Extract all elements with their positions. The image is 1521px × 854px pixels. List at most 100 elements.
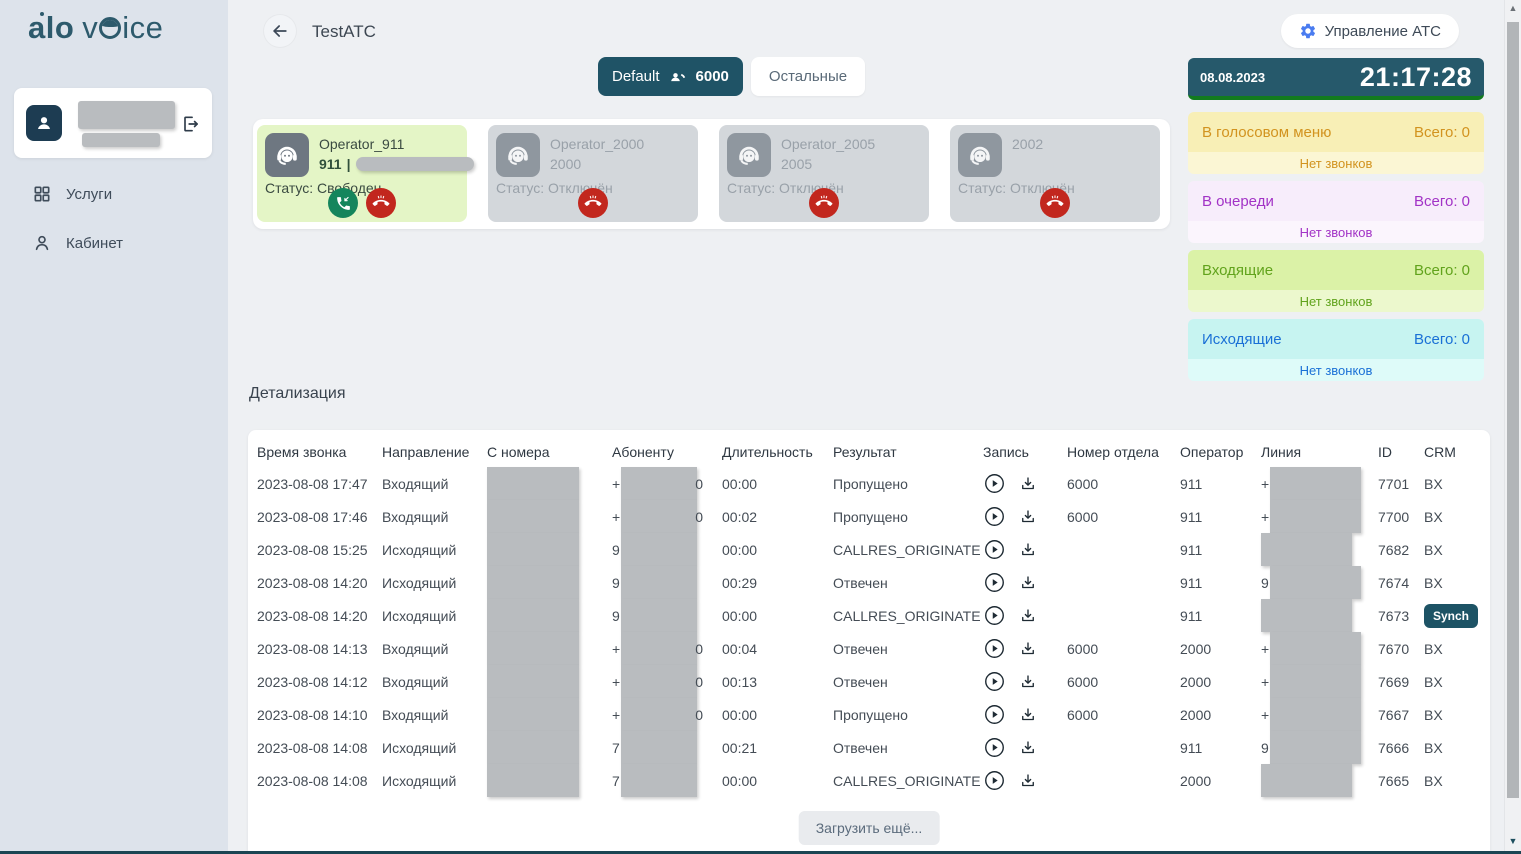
section-incoming: Входящие Всего: 0 Нет звонков (1188, 250, 1484, 312)
operator-card-911[interactable]: Operator_911 911 | Статус: Свободен (257, 125, 474, 222)
table-row: 2023-08-08 17:47 Входящий +0 00:00 Пропу… (257, 467, 1490, 500)
redacted-number (621, 665, 698, 698)
table-row: 2023-08-08 14:08 Исходящий 7 00:00 CALLR… (257, 764, 1490, 797)
download-record-button[interactable] (1017, 572, 1039, 594)
current-time: 21:17:28 (1359, 61, 1472, 92)
hangup-button[interactable] (1040, 188, 1070, 218)
download-record-button[interactable] (1017, 506, 1039, 528)
tab-default-number: 6000 (695, 68, 729, 85)
tab-others[interactable]: Остальные (750, 57, 866, 96)
queue-tabs: Default 6000 Остальные (598, 57, 866, 96)
play-record-button[interactable] (983, 638, 1005, 660)
operator-card-2005[interactable]: Operator_2005 2005 Статус: Отключён (719, 125, 929, 222)
redacted-number (487, 467, 579, 500)
download-record-button[interactable] (1017, 770, 1039, 792)
sidebar-item-label: Кабинет (66, 234, 124, 252)
section-empty: Нет звонков (1188, 152, 1484, 174)
section-empty: Нет звонков (1188, 290, 1484, 312)
redacted-number (1261, 533, 1352, 566)
synch-button[interactable]: Synch (1424, 603, 1479, 628)
operator-card-2000[interactable]: Operator_2000 2000 Статус: Отключён (488, 125, 698, 222)
redacted-number (620, 566, 697, 599)
section-total: Всего: 0 (1413, 192, 1470, 210)
download-record-button[interactable] (1017, 671, 1039, 693)
hangup-button[interactable] (809, 188, 839, 218)
redacted-number (1261, 599, 1352, 632)
redacted-number (621, 698, 698, 731)
gear-icon (1300, 23, 1315, 39)
main-content: TestATC Управление АТС Default 6000 Оста… (228, 0, 1504, 854)
sidebar-item-cabinet[interactable]: Кабинет (0, 226, 228, 260)
hangup-button[interactable] (578, 188, 608, 218)
operator-card-2002[interactable]: 2002 Статус: Отключён (950, 125, 1160, 222)
crm-label: BX (1424, 640, 1443, 657)
crm-label: BX (1424, 475, 1443, 492)
page-title: TestATC (312, 22, 376, 41)
operator-name: Operator_911 (319, 136, 405, 152)
manage-atc-label: Управление АТС (1324, 22, 1441, 40)
redacted-number (487, 599, 579, 632)
scroll-down-icon[interactable]: ▼ (1508, 836, 1518, 846)
redacted-number (1269, 566, 1361, 599)
headset-avatar-icon (958, 133, 1002, 177)
hangup-button[interactable] (366, 188, 396, 218)
operator-number: 2000 (550, 156, 582, 172)
play-record-button[interactable] (983, 737, 1005, 759)
tab-default[interactable]: Default 6000 (598, 57, 743, 96)
grid-icon (34, 186, 50, 202)
play-record-button[interactable] (983, 671, 1005, 693)
play-record-button[interactable] (983, 770, 1005, 792)
incoming-call-button[interactable] (328, 188, 358, 218)
redacted-number (621, 632, 698, 665)
download-record-button[interactable] (1017, 704, 1039, 726)
redacted-number (620, 533, 697, 566)
section-total: Всего: 0 (1413, 123, 1470, 141)
scroll-up-icon[interactable]: ▲ (1508, 3, 1518, 13)
alo-voice-logo: alo v ice (28, 10, 163, 46)
load-more-button[interactable]: Загрузить ещё... (798, 811, 940, 845)
scrollbar-thumb[interactable] (1507, 22, 1519, 798)
redacted-number (621, 500, 698, 533)
crm-label: BX (1424, 574, 1443, 591)
download-record-button[interactable] (1017, 539, 1039, 561)
download-record-button[interactable] (1017, 605, 1039, 627)
details-title: Детализация (249, 385, 346, 402)
play-record-button[interactable] (983, 605, 1005, 627)
window-bottom-edge (0, 851, 1521, 854)
contact-phone-icon (670, 72, 685, 81)
section-title: В голосовом меню (1202, 123, 1332, 141)
details-table: Время звонка Направление С номера Абонен… (248, 430, 1490, 854)
sidebar-item-services[interactable]: Услуги (0, 177, 228, 211)
vertical-scrollbar[interactable]: ▲ ▼ (1504, 0, 1521, 854)
crm-label: BX (1424, 772, 1443, 789)
play-record-button[interactable] (983, 539, 1005, 561)
redacted-number (620, 764, 697, 797)
sidebar: alo v ice Услуги Кабинет (0, 0, 228, 854)
table-row: 2023-08-08 14:20 Исходящий 9 00:29 Отвеч… (257, 566, 1490, 599)
redacted-user-subtitle (82, 133, 160, 147)
redacted-number (1261, 764, 1352, 797)
manage-atc-button[interactable]: Управление АТС (1280, 14, 1459, 48)
user-avatar (26, 105, 62, 141)
back-button[interactable] (264, 15, 296, 47)
user-card[interactable] (14, 88, 212, 158)
logo-text-alo: alo (28, 10, 75, 45)
person-badge-icon (38, 117, 50, 129)
logout-icon[interactable] (180, 114, 200, 134)
download-record-button[interactable] (1017, 473, 1039, 495)
download-record-button[interactable] (1017, 638, 1039, 660)
redacted-number (1270, 632, 1362, 665)
redacted-number (487, 731, 579, 764)
redacted-number (1270, 467, 1362, 500)
play-record-button[interactable] (983, 473, 1005, 495)
headset-avatar-icon (265, 133, 309, 177)
crm-label: BX (1424, 508, 1443, 525)
play-record-button[interactable] (983, 704, 1005, 726)
play-record-button[interactable] (983, 506, 1005, 528)
play-record-button[interactable] (983, 572, 1005, 594)
redacted-phone (355, 157, 474, 171)
operator-name: Operator_2005 (781, 136, 876, 152)
redacted-number (1269, 731, 1361, 764)
table-row: 2023-08-08 14:13 Входящий +0 00:04 Отвеч… (257, 632, 1490, 665)
download-record-button[interactable] (1017, 737, 1039, 759)
